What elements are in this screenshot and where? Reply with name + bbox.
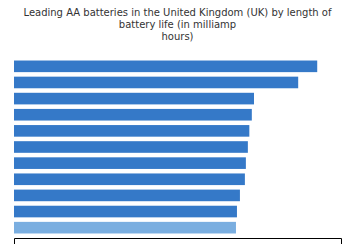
title-line: hours) [161,31,193,42]
bar [14,157,246,169]
bar [14,77,298,89]
bar [14,190,240,202]
bar [14,61,317,73]
chart: Leading AA batteries in the United Kingd… [0,0,355,252]
x-axis-line [15,239,342,245]
bar [14,109,252,121]
x-axis [15,239,342,245]
title: Leading AA batteries in the United Kingd… [23,7,332,42]
bar [14,222,236,234]
title-line: battery life (in milliamp [119,19,236,30]
bar [14,93,254,105]
title-line: Leading AA batteries in the United Kingd… [23,7,332,18]
bar [14,206,237,218]
bar [14,125,249,137]
bar [14,141,248,153]
plot [14,61,342,244]
bar [14,173,245,185]
bars [14,61,317,234]
